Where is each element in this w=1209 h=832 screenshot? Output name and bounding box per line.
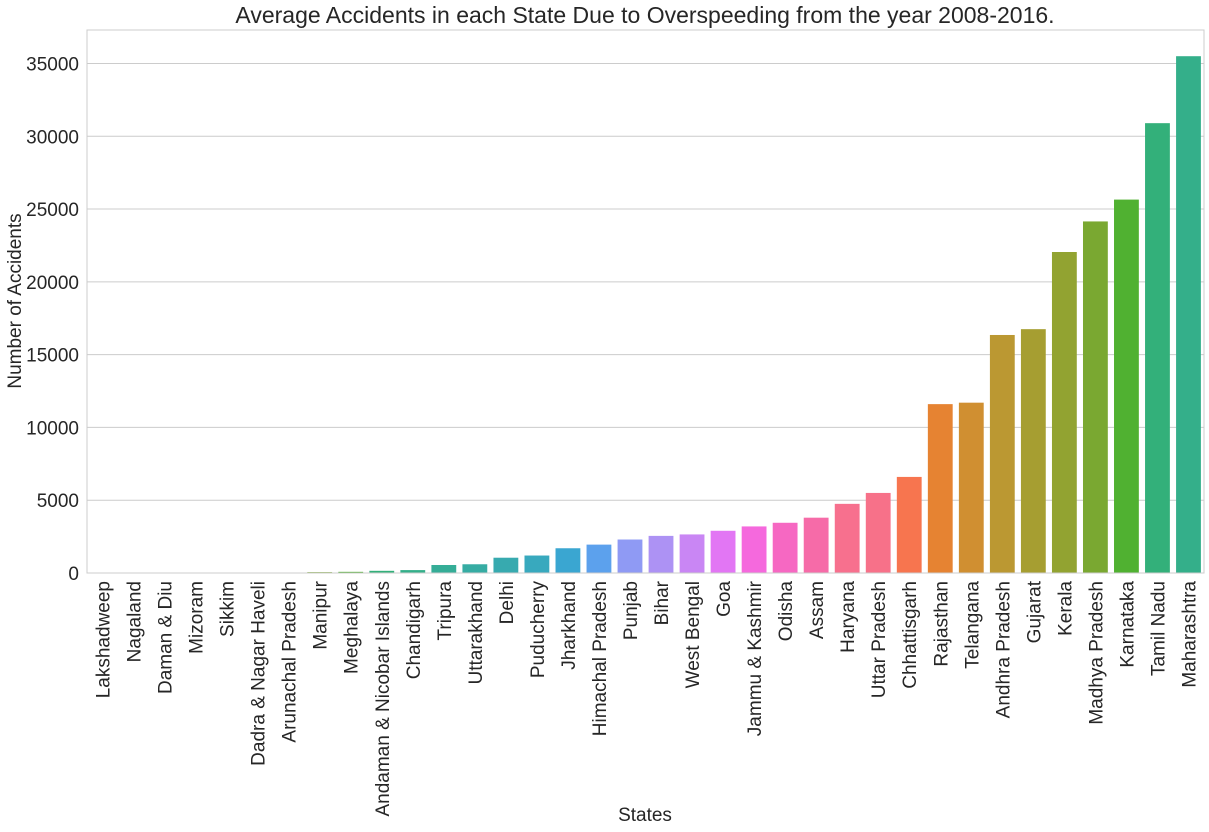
bar [431, 564, 457, 573]
bars [152, 56, 1201, 574]
x-tick-label: Rajasthan [931, 581, 952, 667]
x-tick-label: Delhi [497, 581, 518, 624]
x-tick-label: Haryana [838, 581, 859, 653]
bar [524, 555, 550, 573]
x-tick-label: West Bengal [683, 581, 704, 688]
chart-title: Average Accidents in each State Due to O… [235, 2, 1054, 28]
y-tick-label: 10000 [26, 418, 79, 439]
bar [679, 534, 705, 573]
x-tick-label: Goa [714, 581, 735, 617]
y-tick-label: 0 [68, 564, 79, 585]
bar [927, 404, 953, 573]
bar [865, 492, 891, 573]
x-tick-label: Daman & Diu [156, 581, 177, 694]
x-tick-label: Andhra Pradesh [993, 581, 1014, 718]
x-tick-label: Tripura [435, 581, 456, 641]
x-tick-label: Meghalaya [342, 581, 363, 674]
x-tick-label: Bihar [652, 580, 673, 625]
bar [338, 571, 364, 573]
bar [369, 570, 395, 573]
x-tick-label: Sikkim [218, 581, 239, 637]
x-tick-label: Dadra & Nagar Haveli [249, 581, 270, 766]
y-tick-label: 20000 [26, 273, 79, 294]
bar [834, 503, 860, 573]
x-tick-label: Punjab [621, 581, 642, 640]
x-tick-label: Lakshadweep [94, 581, 115, 698]
bar [958, 402, 984, 573]
x-tick-label: Manipur [311, 580, 332, 649]
y-tick-label: 5000 [37, 491, 79, 512]
x-tick-label: Jharkhand [559, 581, 580, 670]
x-tick-label: Arunachal Pradesh [280, 581, 301, 743]
bar [896, 476, 922, 573]
bar [772, 522, 798, 573]
bar [493, 557, 519, 573]
x-tick-label: Nagaland [125, 581, 146, 662]
bar [462, 564, 488, 573]
y-axis-ticks: 0 5000 10000 15000 20000 25000 30000 35000 [26, 54, 79, 585]
x-tick-label: Kerala [1055, 581, 1076, 636]
bar [617, 539, 643, 573]
y-tick-label: 35000 [26, 54, 79, 75]
x-tick-label: Chhattisgarh [900, 581, 921, 689]
gridlines [87, 62, 1204, 501]
x-axis-ticks: Lakshadweep Nagaland Daman & Diu Mizoram Sik… [94, 580, 1201, 816]
bar [1176, 56, 1201, 574]
bar [710, 530, 736, 573]
x-tick-label: Mizoram [187, 581, 208, 654]
bar [586, 544, 612, 573]
bar [1145, 123, 1170, 574]
x-tick-label: Tamil Nadu [1148, 581, 1169, 676]
y-tick-label: 25000 [26, 200, 79, 221]
bar [989, 334, 1015, 573]
x-tick-label: Karnataka [1117, 581, 1138, 668]
y-tick-label: 30000 [26, 127, 79, 148]
plot-frame [86, 29, 1205, 574]
y-axis-label: Number of Accidents [5, 213, 26, 388]
y-tick-label: 15000 [26, 346, 79, 367]
x-tick-label: Puducherry [528, 581, 549, 679]
bar [400, 570, 426, 573]
x-tick-label: Jammu & Kashmir [745, 580, 766, 736]
x-tick-label: Odisha [776, 581, 797, 642]
bar [803, 517, 829, 573]
x-tick-label: Chandigarh [404, 581, 425, 679]
bar [741, 526, 767, 573]
x-tick-label: Andaman & Nicobar Islands [373, 581, 394, 817]
x-tick-label: Telangana [962, 581, 983, 669]
bar [1020, 329, 1046, 573]
x-tick-label: Uttar Pradesh [869, 581, 890, 698]
x-tick-label: Gujarat [1024, 580, 1045, 643]
bar [555, 548, 581, 573]
bar [1114, 199, 1139, 574]
bar [1082, 221, 1108, 573]
x-tick-label: Uttarakhand [466, 581, 487, 685]
bar [648, 535, 674, 573]
x-axis-label: States [618, 805, 672, 826]
x-tick-label: Assam [807, 581, 828, 639]
x-tick-label: Maharashtra [1179, 581, 1200, 688]
bar [1051, 252, 1077, 573]
x-tick-label: Himachal Pradesh [590, 581, 611, 736]
x-tick-label: Madhya Pradesh [1086, 581, 1107, 725]
